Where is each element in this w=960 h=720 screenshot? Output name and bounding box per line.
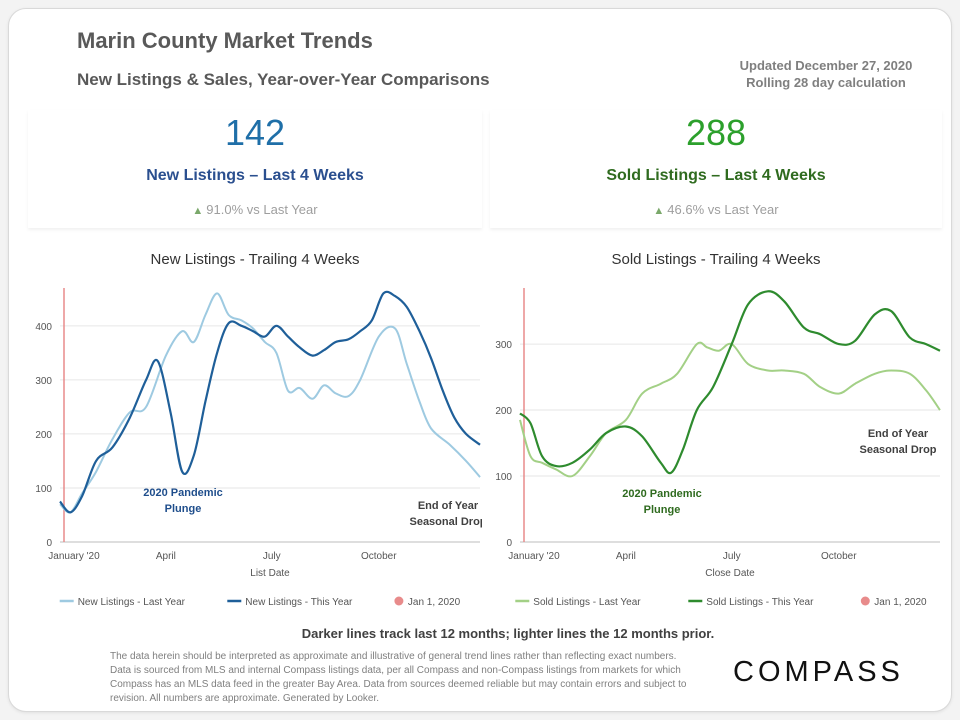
annotation-line: 2020 Pandemic [143,487,223,499]
legend-item: New Listings - Last Year [59,597,186,608]
sold-listings-chart-panel: Sold Listings - Trailing 4 Weeks 0 100 200 3… [490,238,942,620]
legend-label: New Listings - This Year [245,597,353,608]
x-tick-label: July [723,551,741,562]
new-listings-chart: New Listings - Trailing 4 Weeks 0 100 200 30… [35,251,486,608]
legend-item: Jan 1, 2020 [860,596,927,608]
y-tick-label: 200 [495,406,512,417]
x-tick-label: October [821,551,857,562]
kpi-sold-value: 288 [685,112,747,153]
annotation: 2020 Pandemic Plunge [622,488,702,516]
annotation-line: Plunge [165,503,202,515]
legend-item: Jan 1, 2020 [394,596,461,608]
annotation-line: End of Year [418,500,479,512]
legend-label: Jan 1, 2020 [408,597,461,608]
kpi-new-value: 142 [224,112,286,153]
kpi-new-change-text: 91.0% vs Last Year [206,202,318,217]
kpi-sold-change-text: 46.6% vs Last Year [667,202,779,217]
footer-caption: Darker lines track last 12 months; light… [301,626,715,641]
page-subtitle: New Listings & Sales, Year-over-Year Com… [77,70,490,89]
legend-label: Sold Listings - This Year [706,597,814,608]
y-tick-label: 0 [46,538,52,549]
kpi-new-change: ▲ 91.0% vs Last Year [28,202,482,217]
updated-date: Updated December 27, 2020 [739,58,913,73]
annotation-line: End of Year [868,428,929,440]
up-arrow-icon: ▲ [653,205,665,217]
annotation: End of Year Seasonal Drop [859,428,936,456]
kpi-sold-listings: 288 Sold Listings – Last 4 Weeks ▲ 46.6% … [490,110,942,228]
x-axis-label: Close Date [705,568,755,579]
annotation: End of Year Seasonal Drop [409,500,482,528]
legend-item: Sold Listings - Last Year [515,597,641,608]
annotation-line: Seasonal Drop [859,444,936,456]
legend-item: New Listings - This Year [227,597,353,608]
annotation: 2020 Pandemic Plunge [143,487,223,515]
kpi-sold-label: Sold Listings – Last 4 Weeks [606,167,826,184]
kpi-new-listings: 142 New Listings – Last 4 Weeks ▲ 91.0% v… [28,110,482,228]
y-tick-label: 300 [495,340,512,351]
y-tick-label: 100 [495,472,512,483]
y-tick-label: 100 [35,484,52,495]
legend-label: Sold Listings - Last Year [533,597,641,608]
x-tick-label: July [263,551,281,562]
y-tick-label: 400 [35,322,52,333]
legend-label: New Listings - Last Year [78,597,186,608]
annotation-line: Seasonal Drop [409,516,482,528]
annotation-line: Plunge [644,504,681,516]
series-line-last-year [59,292,481,514]
update-info: Updated December 27, 2020 Rolling 28 day… [710,57,942,91]
legend-label: Jan 1, 2020 [874,597,927,608]
x-tick-label: January '20 [508,551,560,562]
legend-item: Sold Listings - This Year [688,597,814,608]
disclaimer-text: The data herein should be interpreted as… [110,651,687,704]
legend-swatch [860,596,870,606]
chart-title: Sold Listings - Trailing 4 Weeks [612,251,821,268]
x-tick-label: October [361,551,397,562]
series-line-last-year [519,341,941,478]
chart-title: New Listings - Trailing 4 Weeks [151,251,360,268]
x-tick-label: April [616,551,636,562]
y-tick-label: 0 [506,538,512,549]
kpi-new-label: New Listings – Last 4 Weeks [146,167,364,184]
annotation-line: 2020 Pandemic [622,488,702,500]
rolling-note: Rolling 28 day calculation [746,75,906,90]
compass-logo: COMPASS [733,656,904,688]
page-title: Marin County Market Trends [77,28,373,53]
series-line-this-year [519,290,941,475]
legend-swatch [394,596,404,606]
up-arrow-icon: ▲ [192,205,204,217]
y-tick-label: 300 [35,376,52,387]
x-axis-label: List Date [250,568,290,579]
x-tick-label: January '20 [48,551,100,562]
x-tick-label: April [156,551,176,562]
sold-listings-chart: Sold Listings - Trailing 4 Weeks 0 100 200 3… [495,251,941,608]
new-listings-chart-panel: New Listings - Trailing 4 Weeks 0 100 200 30… [28,238,487,620]
y-tick-label: 200 [35,430,52,441]
kpi-sold-change: ▲ 46.6% vs Last Year [490,202,942,217]
series-line-this-year [59,290,481,514]
